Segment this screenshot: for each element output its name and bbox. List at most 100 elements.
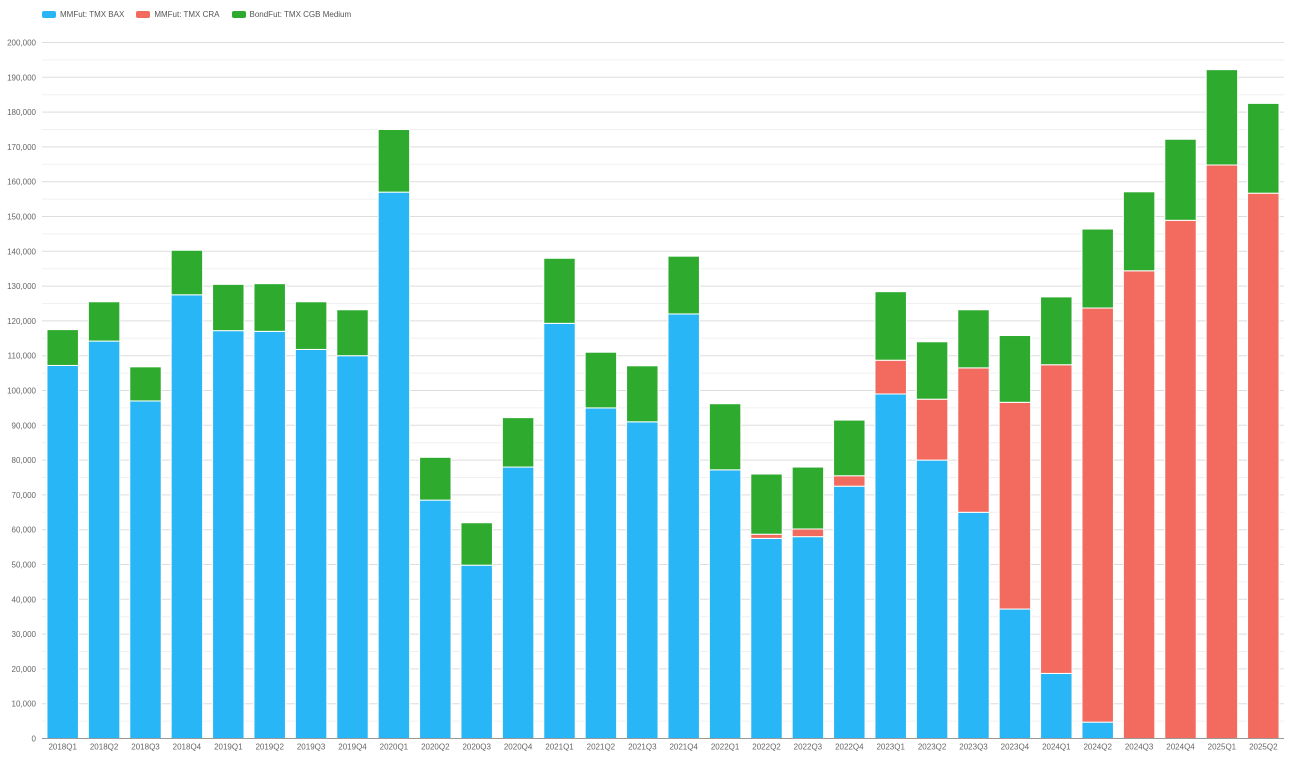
- bar-bax-2020Q3: [460, 564, 493, 739]
- bar-cgb-2025Q2: [1247, 102, 1280, 194]
- bar-cgb-2024Q4: [1164, 138, 1197, 221]
- x-tick-label: 2020Q2: [421, 743, 450, 752]
- bar-bax-2021Q3: [626, 421, 659, 739]
- bar-cgb-2019Q2: [253, 283, 286, 332]
- x-tick-label: 2024Q1: [1042, 743, 1071, 752]
- bar-bax-2022Q3: [791, 536, 825, 739]
- x-tick-label: 2019Q3: [297, 743, 326, 752]
- bar-bax-2021Q4: [667, 313, 700, 739]
- x-tick-label: 2021Q2: [587, 743, 616, 752]
- bar-bax-2019Q4: [336, 355, 369, 739]
- x-tick-label: 2018Q1: [48, 743, 77, 752]
- y-tick-label: 180,000: [7, 108, 36, 117]
- bar-cra-2024Q2: [1081, 307, 1114, 723]
- x-tick-label: 2023Q2: [918, 743, 947, 752]
- y-tick-label: 140,000: [7, 247, 36, 256]
- x-tick-label: 2021Q3: [628, 743, 657, 752]
- bar-cgb-2018Q2: [87, 301, 121, 342]
- x-tick-label: 2018Q2: [90, 743, 119, 752]
- bar-cgb-2023Q4: [998, 335, 1032, 403]
- y-tick-label: 170,000: [7, 143, 36, 152]
- x-tick-label: 2019Q1: [214, 743, 243, 752]
- bar-cra-2024Q1: [1040, 364, 1073, 674]
- bar-bax-2018Q4: [170, 294, 204, 739]
- bar-cgb-2021Q3: [626, 365, 659, 423]
- y-tick-label: 10,000: [12, 700, 37, 709]
- x-tick-label: 2019Q2: [255, 743, 284, 752]
- x-tick-label: 2018Q3: [131, 743, 160, 752]
- bar-bax-2020Q1: [377, 191, 411, 739]
- y-tick-label: 60,000: [12, 526, 37, 535]
- bar-cgb-2021Q1: [543, 257, 576, 324]
- bar-cra-2023Q1: [874, 359, 907, 395]
- bar-cgb-2018Q1: [46, 329, 79, 366]
- x-tick-label: 2020Q1: [380, 743, 409, 752]
- y-tick-label: 80,000: [12, 456, 37, 465]
- y-tick-label: 110,000: [8, 352, 37, 361]
- bar-cra-2022Q3: [791, 528, 825, 538]
- bar-cgb-2020Q4: [501, 417, 535, 468]
- x-tick-label: 2021Q1: [545, 743, 574, 752]
- bar-bax-2024Q2: [1081, 721, 1114, 739]
- bar-bax-2023Q2: [915, 459, 949, 739]
- x-tick-label: 2020Q3: [462, 743, 491, 752]
- bar-cgb-2024Q3: [1122, 191, 1156, 272]
- y-tick-label: 200,000: [7, 39, 36, 48]
- x-tick-label: 2023Q4: [1001, 743, 1030, 752]
- bar-cra-2023Q4: [998, 401, 1032, 610]
- bar-bax-2023Q1: [874, 393, 907, 739]
- legend-swatch-cra: [136, 11, 151, 18]
- y-tick-label: 130,000: [7, 282, 36, 291]
- bar-cra-2024Q4: [1164, 219, 1197, 739]
- legend-item-cgb[interactable]: BondFut: TMX CGB Medium: [231, 10, 352, 19]
- bar-cgb-2024Q2: [1081, 228, 1114, 309]
- bar-bax-2019Q2: [253, 330, 286, 739]
- bar-cgb-2025Q1: [1205, 69, 1239, 166]
- x-tick-label: 2022Q1: [711, 743, 740, 752]
- bar-bax-2019Q3: [294, 348, 328, 739]
- bar-bax-2018Q2: [87, 340, 121, 739]
- y-tick-label: 120,000: [7, 317, 36, 326]
- bar-cgb-2018Q4: [170, 249, 204, 296]
- bar-bax-2018Q1: [46, 364, 79, 739]
- bar-cgb-2018Q3: [129, 366, 162, 402]
- bar-cgb-2023Q2: [915, 341, 949, 400]
- x-tick-label: 2024Q3: [1125, 743, 1154, 752]
- bar-bax-2022Q4: [833, 485, 866, 740]
- y-tick-label: 30,000: [12, 630, 37, 639]
- y-tick-label: 40,000: [12, 595, 37, 604]
- y-tick-label: 20,000: [12, 665, 37, 674]
- legend-label-cgb: BondFut: TMX CGB Medium: [249, 10, 352, 19]
- bar-cgb-2023Q3: [957, 309, 990, 369]
- bar-cgb-2022Q4: [833, 419, 866, 477]
- y-tick-label: 0: [32, 735, 37, 744]
- x-tick-label: 2019Q4: [338, 743, 367, 752]
- bar-bax-2022Q1: [708, 469, 742, 739]
- x-tick-label: 2025Q1: [1208, 743, 1237, 752]
- bar-bax-2023Q4: [998, 608, 1032, 739]
- legend: MMFut: TMX BAX MMFut: TMX CRA BondFut: T…: [42, 10, 351, 19]
- bar-cgb-2021Q4: [667, 255, 700, 315]
- bar-bax-2020Q2: [419, 499, 452, 739]
- bar-cgb-2019Q4: [336, 309, 369, 357]
- y-tick-label: 160,000: [7, 178, 36, 187]
- bar-cra-2022Q4: [833, 475, 866, 487]
- y-tick-label: 70,000: [12, 491, 37, 500]
- x-tick-label: 2025Q2: [1249, 743, 1278, 752]
- bar-cra-2024Q3: [1122, 270, 1156, 739]
- x-tick-label: 2020Q4: [504, 743, 533, 752]
- bar-cgb-2022Q2: [750, 473, 783, 535]
- legend-swatch-cgb: [231, 11, 246, 18]
- x-tick-label: 2024Q4: [1166, 743, 1195, 752]
- legend-item-cra[interactable]: MMFut: TMX CRA: [136, 10, 220, 19]
- x-tick-label: 2022Q2: [752, 743, 781, 752]
- x-tick-label: 2022Q3: [794, 743, 823, 752]
- bar-cra-2022Q2: [750, 533, 783, 539]
- legend-item-bax[interactable]: MMFut: TMX BAX: [42, 10, 124, 19]
- x-tick-label: 2018Q4: [173, 743, 202, 752]
- bar-cra-2025Q1: [1205, 164, 1239, 740]
- bar-bax-2020Q4: [501, 466, 535, 739]
- bar-cra-2023Q3: [957, 367, 990, 513]
- bar-cgb-2022Q3: [791, 466, 825, 530]
- bar-cgb-2019Q3: [294, 301, 328, 350]
